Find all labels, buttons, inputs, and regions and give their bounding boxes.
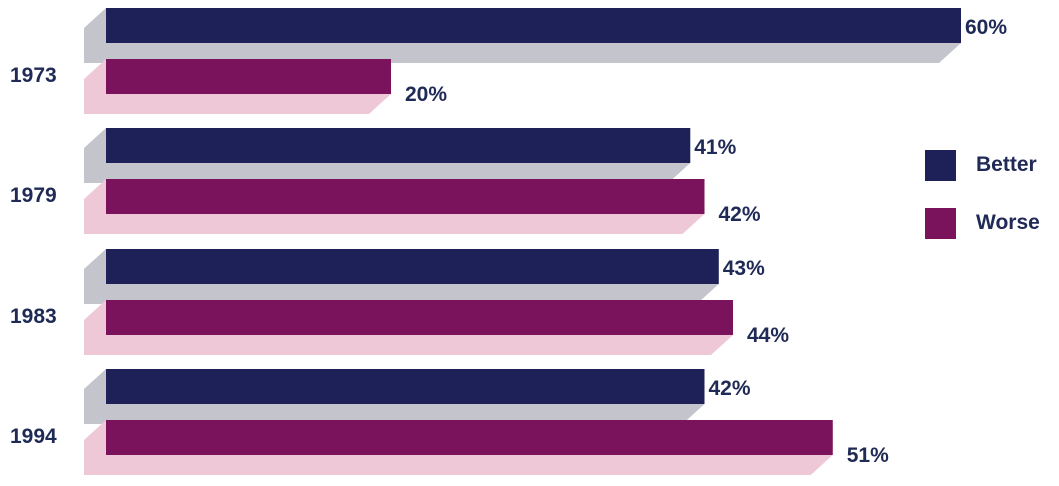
legend-label-better: Better bbox=[976, 153, 1037, 176]
value-label-worse-1983: 44% bbox=[747, 324, 789, 347]
legend-item-better: Better bbox=[925, 148, 1040, 182]
value-label-better-1983: 43% bbox=[723, 257, 765, 280]
bar-worse-1979 bbox=[106, 179, 705, 214]
bar-better-1994 bbox=[106, 369, 705, 404]
bar-worse-1983 bbox=[106, 300, 733, 335]
value-label-worse-1979: 42% bbox=[719, 203, 761, 226]
bar-worse-1973 bbox=[106, 59, 391, 94]
bar-worse-1994 bbox=[106, 420, 833, 455]
value-label-better-1994: 42% bbox=[709, 377, 751, 400]
category-label-1979: 1979 bbox=[10, 184, 57, 207]
value-label-better-1979: 41% bbox=[694, 136, 736, 159]
legend-swatch-better bbox=[925, 149, 956, 181]
value-label-better-1973: 60% bbox=[965, 16, 1007, 39]
category-label-1994: 1994 bbox=[10, 425, 57, 448]
bar-better-1979 bbox=[106, 128, 691, 163]
category-label-1973: 1973 bbox=[10, 64, 57, 87]
category-label-1983: 1983 bbox=[10, 305, 57, 328]
legend-item-worse: Worse bbox=[925, 206, 1040, 240]
value-label-worse-1994: 51% bbox=[847, 444, 889, 467]
legend-label-worse: Worse bbox=[976, 211, 1040, 234]
bar-better-1973 bbox=[106, 8, 961, 43]
bar-better-1983 bbox=[106, 249, 719, 284]
legend: Better Worse bbox=[925, 148, 1040, 264]
value-label-worse-1973: 20% bbox=[405, 83, 447, 106]
legend-swatch-worse bbox=[925, 207, 956, 239]
